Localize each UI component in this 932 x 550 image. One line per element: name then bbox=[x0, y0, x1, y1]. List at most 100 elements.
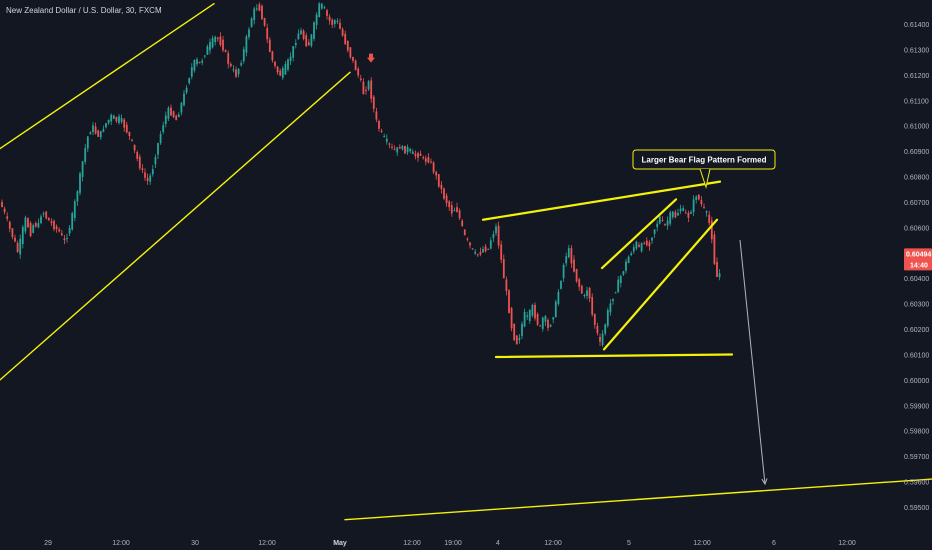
candle-body bbox=[479, 252, 482, 255]
candle-body bbox=[107, 119, 110, 124]
flag-bottom-line[interactable] bbox=[494, 353, 734, 359]
candle-body bbox=[627, 256, 630, 264]
y-tick-label: 0.60100 bbox=[904, 352, 929, 359]
candle-body bbox=[45, 211, 48, 219]
candle-body bbox=[346, 40, 349, 51]
candle-body bbox=[409, 148, 412, 152]
candle-body bbox=[328, 16, 331, 21]
candle-body bbox=[276, 66, 279, 73]
candle-body bbox=[653, 229, 656, 234]
candle-body bbox=[146, 178, 149, 181]
candle-body bbox=[175, 115, 178, 121]
candle-body bbox=[461, 220, 464, 226]
x-tick-label: 29 bbox=[44, 540, 52, 547]
candle-body bbox=[19, 238, 22, 255]
last-price-value: 0.60494 bbox=[906, 251, 931, 258]
candle-body bbox=[344, 33, 347, 45]
candle-body bbox=[297, 33, 300, 40]
candle-body bbox=[27, 218, 29, 228]
annotation-callout[interactable]: Larger Bear Flag Pattern Formed bbox=[632, 149, 776, 189]
candle-body bbox=[242, 49, 245, 62]
y-tick-label: 0.59900 bbox=[904, 403, 929, 410]
symbol-title: New Zealand Dollar / U.S. Dollar, 30, FX… bbox=[6, 6, 162, 15]
candle-body bbox=[245, 36, 248, 53]
inner-channel-top[interactable] bbox=[600, 198, 678, 270]
candle-body bbox=[266, 28, 269, 40]
x-axis[interactable]: 29 12:00 30 12:00 May 12:00 19:00 4 12:00 5 12:00 6… bbox=[44, 540, 856, 547]
lower-channel-line[interactable] bbox=[0, 71, 351, 381]
candle-body bbox=[612, 298, 614, 301]
candle-body bbox=[232, 69, 235, 71]
candle-body bbox=[76, 191, 79, 202]
candle-body bbox=[609, 303, 612, 313]
candle-body bbox=[29, 223, 32, 237]
candle-body bbox=[682, 208, 685, 211]
candle-body bbox=[640, 243, 643, 252]
candle-body bbox=[604, 324, 607, 334]
candle-body bbox=[253, 8, 256, 21]
candle-body bbox=[445, 195, 448, 204]
candle-body bbox=[211, 38, 214, 48]
candle-body bbox=[105, 123, 107, 128]
candle-body bbox=[164, 115, 167, 125]
candle-body bbox=[367, 81, 370, 90]
candle-body bbox=[320, 3, 323, 9]
candle-body bbox=[271, 51, 274, 61]
candle-body bbox=[469, 242, 471, 246]
candle-body bbox=[456, 207, 458, 213]
candle-body bbox=[79, 173, 81, 193]
candle-body bbox=[68, 227, 71, 234]
inner-channel-bottom[interactable] bbox=[602, 218, 719, 351]
candle-body bbox=[263, 18, 266, 26]
candle-body bbox=[544, 315, 547, 322]
candle-body bbox=[86, 136, 89, 149]
candle-body bbox=[352, 56, 354, 61]
candle-body bbox=[385, 138, 388, 142]
candle-body bbox=[14, 237, 16, 242]
candle-body bbox=[11, 228, 14, 238]
candle-body bbox=[643, 243, 646, 245]
candle-body bbox=[448, 201, 451, 208]
upper-channel-line[interactable] bbox=[0, 2, 215, 150]
candle-body bbox=[248, 29, 250, 38]
candle-body bbox=[300, 30, 302, 35]
candle-body bbox=[656, 223, 659, 228]
target-support-line[interactable] bbox=[344, 478, 932, 521]
candle-body bbox=[562, 265, 565, 279]
candle-body bbox=[443, 188, 445, 199]
candle-body bbox=[463, 229, 466, 235]
flag-top-line[interactable] bbox=[481, 180, 722, 221]
candle-body bbox=[294, 43, 297, 46]
y-tick-label: 0.61000 bbox=[904, 124, 929, 131]
candle-body bbox=[573, 259, 575, 272]
candle-body bbox=[8, 221, 11, 229]
candle-body bbox=[378, 121, 380, 129]
candle-body bbox=[482, 248, 484, 253]
candle-body bbox=[63, 238, 66, 241]
candle-body bbox=[591, 296, 594, 315]
candle-body bbox=[214, 36, 217, 43]
candle-body bbox=[284, 63, 287, 75]
candle-body bbox=[370, 80, 373, 99]
projection-arrow[interactable] bbox=[739, 240, 766, 485]
y-tick-label: 0.59600 bbox=[904, 480, 929, 487]
x-tick-label: 30 bbox=[191, 540, 199, 547]
candle-body bbox=[526, 315, 529, 317]
y-tick-label: 0.60300 bbox=[904, 302, 929, 309]
candle-body bbox=[237, 68, 240, 75]
candle-body bbox=[34, 223, 37, 227]
candle-body bbox=[336, 20, 339, 22]
candle-body bbox=[684, 212, 687, 214]
candle-body bbox=[450, 205, 453, 214]
candle-body bbox=[664, 224, 666, 226]
candle-body bbox=[398, 147, 401, 149]
candle-body bbox=[570, 248, 573, 264]
candle-body bbox=[716, 261, 718, 277]
candle-body bbox=[307, 42, 310, 46]
last-price-label: 0.60494 14:40 bbox=[904, 248, 932, 271]
candle-body bbox=[487, 248, 490, 250]
candle-body bbox=[16, 242, 19, 252]
candle-body bbox=[505, 279, 508, 291]
candle-body bbox=[588, 287, 591, 299]
